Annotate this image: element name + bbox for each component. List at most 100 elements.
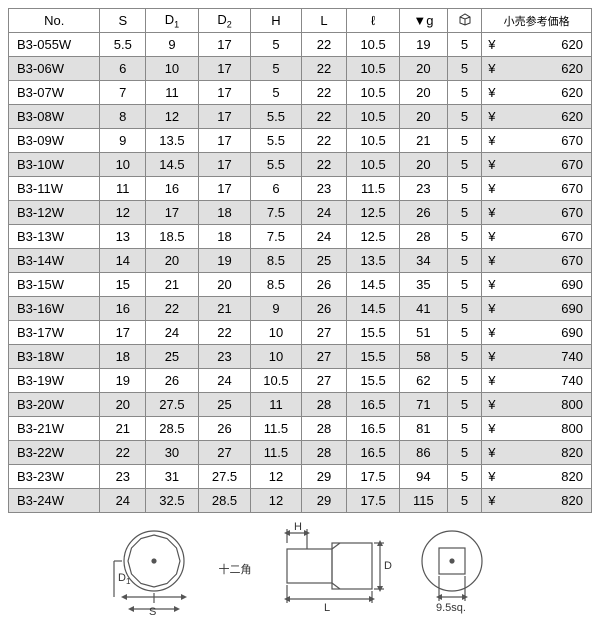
cell-g: 20 bbox=[399, 153, 447, 177]
cell-no: B3-18W bbox=[9, 345, 100, 369]
cell-d1: 11 bbox=[146, 81, 199, 105]
cell-h: 5.5 bbox=[251, 129, 301, 153]
col-s: S bbox=[100, 9, 146, 33]
cell-g: 26 bbox=[399, 201, 447, 225]
cell-d2: 19 bbox=[198, 249, 251, 273]
cell-pkg: 5 bbox=[447, 225, 481, 249]
cell-price: ¥670 bbox=[482, 177, 592, 201]
cell-ell: 17.5 bbox=[347, 465, 400, 489]
cell-price: ¥690 bbox=[482, 321, 592, 345]
cell-ell: 10.5 bbox=[347, 129, 400, 153]
cell-no: B3-09W bbox=[9, 129, 100, 153]
cell-pkg: 5 bbox=[447, 57, 481, 81]
cell-l: 29 bbox=[301, 489, 347, 513]
cell-g: 94 bbox=[399, 465, 447, 489]
cell-g: 115 bbox=[399, 489, 447, 513]
cell-price: ¥670 bbox=[482, 153, 592, 177]
cell-pkg: 5 bbox=[447, 489, 481, 513]
cell-d1: 9 bbox=[146, 33, 199, 57]
cell-no: B3-17W bbox=[9, 321, 100, 345]
cell-ell: 17.5 bbox=[347, 489, 400, 513]
cell-s: 8 bbox=[100, 105, 146, 129]
cell-no: B3-20W bbox=[9, 393, 100, 417]
cell-h: 5 bbox=[251, 33, 301, 57]
cell-no: B3-07W bbox=[9, 81, 100, 105]
cell-g: 58 bbox=[399, 345, 447, 369]
cell-ell: 16.5 bbox=[347, 441, 400, 465]
cell-h: 7.5 bbox=[251, 225, 301, 249]
cell-pkg: 5 bbox=[447, 249, 481, 273]
cell-l: 24 bbox=[301, 225, 347, 249]
cell-d1: 16 bbox=[146, 177, 199, 201]
svg-text:L: L bbox=[324, 602, 330, 614]
cell-h: 8.5 bbox=[251, 249, 301, 273]
cell-pkg: 5 bbox=[447, 33, 481, 57]
table-row: B3-22W22302711.52816.5865¥820 bbox=[9, 441, 592, 465]
table-row: B3-16W16222192614.5415¥690 bbox=[9, 297, 592, 321]
cell-l: 26 bbox=[301, 297, 347, 321]
cell-ell: 13.5 bbox=[347, 249, 400, 273]
cell-no: B3-15W bbox=[9, 273, 100, 297]
cell-d1: 10 bbox=[146, 57, 199, 81]
cell-s: 19 bbox=[100, 369, 146, 393]
cell-price: ¥690 bbox=[482, 297, 592, 321]
cell-price: ¥820 bbox=[482, 465, 592, 489]
cell-l: 27 bbox=[301, 321, 347, 345]
side-view-diagram: H L D2 bbox=[272, 521, 392, 616]
cell-h: 5.5 bbox=[251, 153, 301, 177]
cell-pkg: 5 bbox=[447, 129, 481, 153]
cell-d2: 17 bbox=[198, 105, 251, 129]
cell-pkg: 5 bbox=[447, 321, 481, 345]
cell-ell: 10.5 bbox=[347, 33, 400, 57]
cell-d1: 17 bbox=[146, 201, 199, 225]
table-row: B3-09W913.5175.52210.5215¥670 bbox=[9, 129, 592, 153]
cell-d2: 17 bbox=[198, 177, 251, 201]
cell-d1: 26 bbox=[146, 369, 199, 393]
cell-no: B3-12W bbox=[9, 201, 100, 225]
cell-g: 21 bbox=[399, 129, 447, 153]
cell-ell: 15.5 bbox=[347, 321, 400, 345]
cell-d2: 17 bbox=[198, 129, 251, 153]
cell-d2: 24 bbox=[198, 369, 251, 393]
cell-h: 11.5 bbox=[251, 417, 301, 441]
col-g: ▼g bbox=[399, 9, 447, 33]
cell-s: 9 bbox=[100, 129, 146, 153]
cell-no: B3-23W bbox=[9, 465, 100, 489]
cell-pkg: 5 bbox=[447, 345, 481, 369]
dimension-diagram: D1 S 十二角 H L D2 bbox=[8, 521, 592, 616]
cell-s: 11 bbox=[100, 177, 146, 201]
cell-d2: 17 bbox=[198, 33, 251, 57]
cell-l: 22 bbox=[301, 105, 347, 129]
cell-pkg: 5 bbox=[447, 465, 481, 489]
cell-g: 23 bbox=[399, 177, 447, 201]
svg-text:D1: D1 bbox=[118, 572, 131, 586]
cell-s: 7 bbox=[100, 81, 146, 105]
cell-d2: 21 bbox=[198, 297, 251, 321]
cell-ell: 12.5 bbox=[347, 225, 400, 249]
cell-h: 8.5 bbox=[251, 273, 301, 297]
table-row: B3-07W7111752210.5205¥620 bbox=[9, 81, 592, 105]
cell-price: ¥740 bbox=[482, 345, 592, 369]
spec-table: No. S D1 D2 H L ℓ ▼g 小売参考価格 B3-055W5.591… bbox=[8, 8, 592, 513]
cell-no: B3-14W bbox=[9, 249, 100, 273]
cell-ell: 15.5 bbox=[347, 345, 400, 369]
table-row: B3-055W5.591752210.5195¥620 bbox=[9, 33, 592, 57]
front-view-diagram: D1 S bbox=[109, 521, 199, 616]
cell-d1: 14.5 bbox=[146, 153, 199, 177]
cell-s: 20 bbox=[100, 393, 146, 417]
cell-ell: 10.5 bbox=[347, 81, 400, 105]
cell-no: B3-16W bbox=[9, 297, 100, 321]
cell-l: 22 bbox=[301, 57, 347, 81]
cell-d1: 13.5 bbox=[146, 129, 199, 153]
cell-price: ¥620 bbox=[482, 81, 592, 105]
cell-d2: 17 bbox=[198, 153, 251, 177]
cell-l: 24 bbox=[301, 201, 347, 225]
cell-no: B3-06W bbox=[9, 57, 100, 81]
col-pkg bbox=[447, 9, 481, 33]
cell-g: 28 bbox=[399, 225, 447, 249]
cell-h: 11 bbox=[251, 393, 301, 417]
cell-price: ¥670 bbox=[482, 225, 592, 249]
cell-price: ¥820 bbox=[482, 489, 592, 513]
cell-d2: 22 bbox=[198, 321, 251, 345]
cell-ell: 14.5 bbox=[347, 297, 400, 321]
